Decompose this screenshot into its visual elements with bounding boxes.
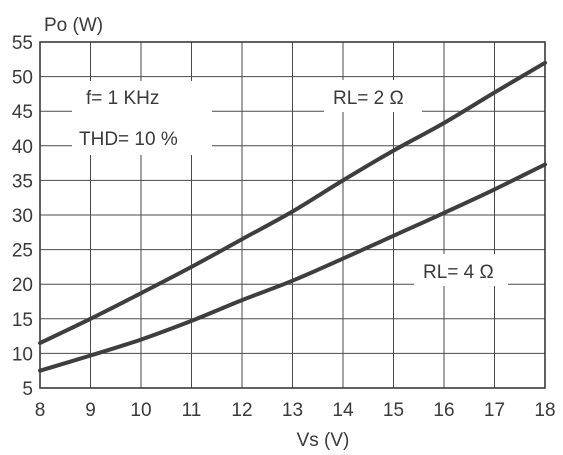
y-tick-label: 45 <box>12 102 33 123</box>
frequency-annotation: f= 1 KHz <box>86 88 159 109</box>
y-tick-label: 15 <box>12 310 33 331</box>
series-label-rl4: RL= 4 Ω <box>423 262 494 283</box>
y-tick-label: 40 <box>12 137 33 158</box>
x-tick-label: 13 <box>282 400 303 421</box>
annotation-box <box>72 81 212 155</box>
x-tick-label: 17 <box>484 400 505 421</box>
y-axis-label: Po (W) <box>44 15 103 36</box>
x-axis-label: Vs (V) <box>297 430 350 451</box>
y-tick-label: 20 <box>12 275 33 296</box>
series-line-rl2 <box>38 60 547 345</box>
x-tick-label: 18 <box>534 400 555 421</box>
plot-frame <box>39 41 546 389</box>
thd-annotation: THD= 10 % <box>79 129 178 150</box>
y-tick-label: 55 <box>12 33 33 54</box>
y-tick-label: 10 <box>12 344 33 365</box>
series-line-rl4 <box>38 162 547 373</box>
y-tick-label: 25 <box>12 241 33 262</box>
series-label-box <box>324 80 422 112</box>
series-label-box <box>414 254 508 286</box>
x-tick-label: 12 <box>231 400 252 421</box>
x-tick-label: 11 <box>182 400 202 421</box>
x-tick-label: 10 <box>130 400 151 421</box>
x-tick-label: 8 <box>35 400 46 421</box>
y-tick-labels: 5 10 15 20 25 30 35 40 45 50 55 <box>12 33 33 400</box>
x-tick-label: 15 <box>383 400 404 421</box>
x-tick-label: 14 <box>332 400 354 421</box>
y-tick-label: 30 <box>12 206 33 227</box>
y-tick-label: 5 <box>22 379 33 400</box>
x-tick-labels: 8 9 10 11 12 13 14 15 16 17 18 <box>35 400 556 421</box>
series-label-rl2: RL= 2 Ω <box>333 88 404 109</box>
y-tick-label: 50 <box>12 68 33 89</box>
x-tick-label: 16 <box>433 400 454 421</box>
y-tick-label: 35 <box>12 171 33 192</box>
x-tick-label: 9 <box>85 400 96 421</box>
series-group <box>38 60 547 373</box>
